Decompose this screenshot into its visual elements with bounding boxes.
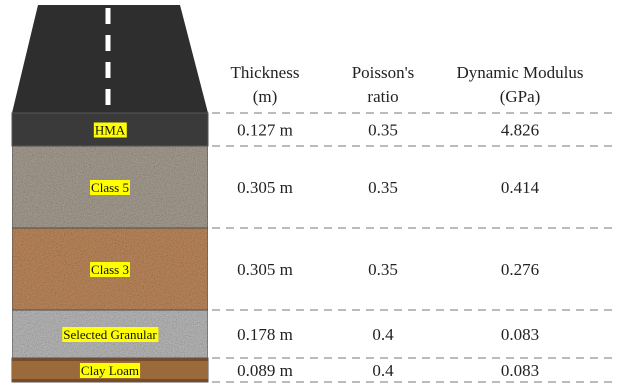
label-highlight	[93, 122, 127, 138]
dynamic-modulus: 0.276	[501, 260, 539, 279]
thickness: 0.305 m	[237, 178, 293, 197]
thickness: 0.089 m	[237, 361, 293, 380]
dynamic-modulus: 0.083	[501, 361, 539, 380]
column-header: (m)	[253, 87, 278, 106]
dynamic-modulus: 0.083	[501, 325, 539, 344]
poisson-ratio: 0.4	[372, 361, 394, 380]
label-highlight	[79, 363, 141, 378]
column-header: (GPa)	[500, 87, 541, 106]
road	[12, 5, 208, 113]
poisson-ratio: 0.35	[368, 260, 398, 279]
dynamic-modulus: 0.414	[501, 178, 540, 197]
thickness: 0.178 m	[237, 325, 293, 344]
layer-label: Selected Granular	[63, 327, 157, 342]
poisson-ratio: 0.4	[372, 325, 394, 344]
column-header: Dynamic Modulus	[456, 63, 583, 82]
poisson-ratio: 0.35	[368, 121, 398, 140]
layer-label: Class 3	[91, 262, 129, 277]
dynamic-modulus: 4.826	[501, 121, 539, 140]
layer-label: Clay Loam	[81, 363, 139, 378]
layer-label: Class 5	[91, 180, 129, 195]
label-highlight	[62, 327, 159, 342]
label-highlight	[90, 180, 130, 195]
thickness: 0.127 m	[237, 121, 293, 140]
poisson-ratio: 0.35	[368, 178, 398, 197]
layer-label: HMA	[95, 123, 126, 138]
label-highlight	[90, 262, 130, 277]
thickness: 0.305 m	[237, 260, 293, 279]
column-header: Thickness	[231, 63, 300, 82]
column-header: ratio	[367, 87, 398, 106]
column-header: Poisson's	[352, 63, 415, 82]
